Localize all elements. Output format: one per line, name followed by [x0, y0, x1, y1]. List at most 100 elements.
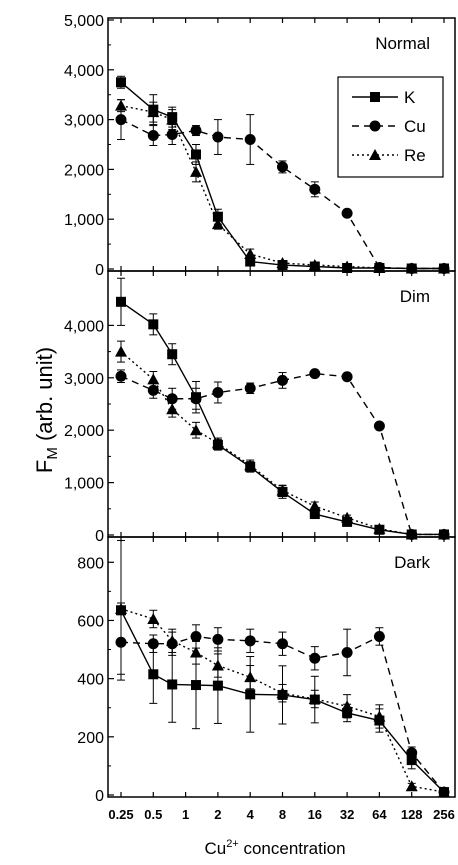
- data-point-k: [212, 680, 223, 691]
- y-tick-label: 1,000: [64, 212, 104, 229]
- y-tick-label: 2,000: [64, 162, 104, 179]
- data-point-re: [244, 671, 257, 683]
- data-point-cu: [277, 638, 288, 650]
- series-line-re: [120, 351, 444, 536]
- y-tick-label: 4,000: [64, 318, 104, 335]
- panel-frame: [107, 270, 456, 538]
- data-point-re: [308, 500, 321, 512]
- data-point-k: [406, 755, 417, 766]
- x-tick-label: 2: [214, 807, 221, 822]
- data-point-re: [308, 693, 321, 704]
- x-tick-labels: 0.25 0.5 1 2 4 8 16 32 64 128 256: [108, 807, 455, 822]
- data-point-re: [373, 710, 386, 722]
- y-axis-title-subscript: M: [44, 447, 61, 460]
- data-point-re: [341, 511, 354, 523]
- data-point-cu: [244, 635, 256, 647]
- data-point-cu: [212, 633, 224, 645]
- panel-dark: 0 200 400 600 800 Dark: [77, 536, 456, 805]
- y-tick-label: 800: [77, 555, 104, 572]
- data-point-cu: [373, 420, 385, 432]
- data-point-re: [166, 113, 179, 125]
- x-tick-label: 8: [279, 807, 286, 822]
- legend-marker-k: [370, 92, 380, 102]
- data-point-cu: [244, 134, 256, 146]
- series-k: [116, 277, 449, 540]
- data-point-cu: [309, 183, 321, 195]
- data-point-k: [245, 689, 256, 700]
- legend-marker-re: [369, 149, 381, 160]
- data-point-re: [189, 424, 202, 436]
- data-point-re: [189, 165, 202, 177]
- data-point-cu: [244, 382, 256, 394]
- data-point-re: [244, 459, 257, 471]
- data-point-cu: [373, 630, 385, 642]
- legend-label: K: [404, 88, 416, 107]
- data-point-k: [116, 77, 126, 88]
- data-point-re: [341, 260, 354, 272]
- y-axis-title: FM (arb. unit): [32, 347, 61, 473]
- data-point-cu: [277, 161, 288, 173]
- data-point-re: [341, 700, 354, 712]
- x-tick-label: 64: [372, 807, 387, 822]
- data-point-k: [212, 211, 223, 222]
- data-point-re: [211, 437, 224, 449]
- data-point-cu: [147, 638, 159, 650]
- y-tick-label: 3,000: [64, 371, 104, 388]
- panel-title: Dark: [394, 553, 430, 572]
- legend: K Cu Re: [337, 76, 444, 178]
- data-point-cu: [147, 130, 159, 142]
- y-tick-label: 3,000: [64, 113, 104, 130]
- y-tick-label: 5,000: [64, 13, 104, 30]
- x-tick-label: 4: [247, 807, 255, 822]
- data-point-cu: [166, 129, 178, 141]
- y-tick-label: 1,000: [64, 476, 104, 493]
- x-axis-title-main: Cu: [204, 839, 226, 858]
- x-tick-label: 1: [182, 807, 189, 822]
- data-point-re: [373, 522, 386, 534]
- y-tick-label: 600: [77, 613, 104, 630]
- y-axis-title-rest: (arb. unit): [32, 347, 57, 447]
- series-re: [115, 340, 450, 540]
- legend-label: Re: [404, 146, 426, 165]
- data-point-re: [308, 259, 321, 271]
- data-point-k: [167, 679, 178, 690]
- data-point-re: [189, 646, 202, 658]
- data-point-re: [276, 687, 289, 699]
- data-point-cu: [115, 370, 127, 382]
- data-point-re: [147, 106, 160, 118]
- data-point-k: [190, 149, 201, 160]
- panel-title: Dim: [400, 287, 430, 306]
- data-point-cu: [277, 374, 288, 386]
- data-point-k: [245, 256, 256, 267]
- data-point-re: [276, 484, 289, 496]
- y-tick-label: 400: [77, 672, 104, 689]
- data-point-k: [190, 680, 201, 691]
- y-tick-label: 4,000: [64, 63, 104, 80]
- data-point-cu: [190, 630, 202, 642]
- series-re: [115, 602, 450, 798]
- y-axis-title-main: F: [32, 460, 57, 473]
- data-point-k: [116, 296, 126, 307]
- series-line-k: [120, 301, 444, 536]
- x-tick-label: 0.25: [108, 807, 133, 822]
- data-point-re: [115, 345, 127, 357]
- data-point-cu: [341, 371, 353, 383]
- data-point-re: [438, 786, 450, 798]
- chart-panels: 0 1,000 2,000 3,000 4,000 5,000 Normal 0 1,000 2,…: [64, 13, 456, 822]
- data-point-k: [148, 669, 159, 680]
- x-tick-label: 128: [401, 807, 423, 822]
- x-tick-label: 16: [308, 807, 322, 822]
- data-point-re: [147, 373, 160, 385]
- data-point-cu: [190, 393, 202, 405]
- data-point-cu: [309, 368, 321, 380]
- y-tick-label: 200: [77, 730, 104, 747]
- panel-frame: [107, 536, 456, 798]
- data-point-cu: [212, 131, 224, 143]
- y-tick-label: 2,000: [64, 423, 104, 440]
- data-point-re: [166, 403, 179, 415]
- data-point-cu: [115, 114, 127, 126]
- x-axis-title-rest: concentration: [239, 839, 346, 858]
- data-point-k: [167, 349, 178, 360]
- data-point-re: [166, 634, 179, 646]
